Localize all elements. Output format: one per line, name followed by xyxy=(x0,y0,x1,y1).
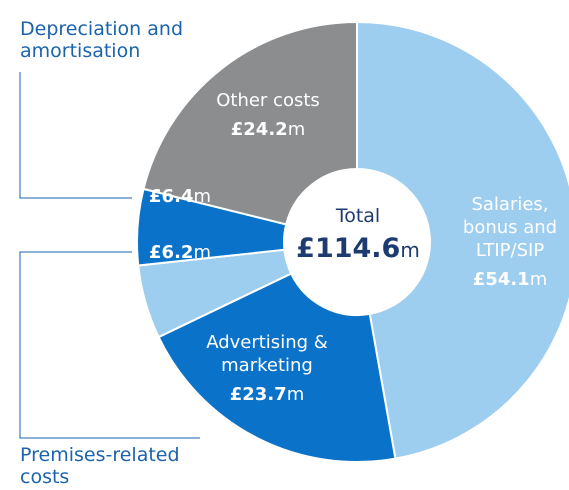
center-title: Total xyxy=(335,205,381,227)
category-label: Other costs xyxy=(216,90,320,111)
callout-label: Depreciation and amortisation xyxy=(20,18,184,62)
slice-label: Other costs £24.2m xyxy=(193,89,343,141)
value-label: £54.1m xyxy=(455,268,565,291)
unit: m xyxy=(193,186,211,207)
value: £6.4 xyxy=(149,186,194,207)
slice-label: Salaries, bonus and LTIP/SIP £54.1m xyxy=(455,193,565,291)
value-label: £6.2m xyxy=(140,241,220,264)
slice xyxy=(157,272,397,463)
bracket xyxy=(19,72,132,199)
value: £114.6 xyxy=(296,233,401,264)
unit: m xyxy=(193,242,211,263)
value: £54.1 xyxy=(472,269,530,290)
unit: m xyxy=(287,119,306,140)
callout-label: Premises-related costs xyxy=(20,444,180,488)
value-label: £24.2m xyxy=(193,118,343,141)
value: £24.2 xyxy=(230,119,288,140)
bracket xyxy=(19,251,200,439)
center-value: £114.6m xyxy=(273,233,443,264)
value: £6.2 xyxy=(149,242,194,263)
value-label: £6.4m xyxy=(140,185,220,208)
value: £23.7 xyxy=(229,384,287,405)
unit: m xyxy=(529,269,548,290)
slice-label: Advertising & marketing £23.7m xyxy=(192,331,342,406)
unit: m xyxy=(286,384,305,405)
value-label: £23.7m xyxy=(192,383,342,406)
category-label: Salaries, bonus and LTIP/SIP xyxy=(462,194,558,261)
unit: m xyxy=(400,238,420,262)
slice xyxy=(356,20,569,460)
category-label: Advertising & marketing xyxy=(206,332,328,376)
slice xyxy=(142,20,358,226)
